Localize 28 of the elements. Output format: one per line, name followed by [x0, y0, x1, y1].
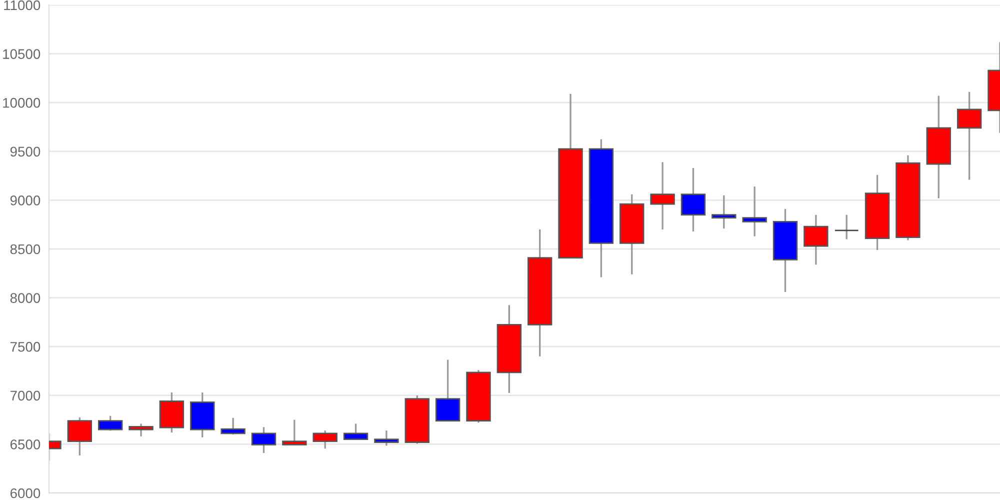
y-tick-label: 11000: [4, 0, 40, 10]
candlestick: [680, 167, 706, 232]
candlestick: [742, 186, 767, 238]
candlestick: [712, 194, 736, 230]
y-tick-label: 10000: [3, 98, 40, 108]
y-tick-label: 9500: [10, 146, 40, 157]
y-tick-label: 6000: [10, 488, 40, 498]
y-tick-label: 7000: [10, 390, 40, 401]
y-tick-label: 8000: [10, 293, 40, 303]
candlestick: [282, 418, 307, 446]
candlestick: [374, 430, 399, 446]
candlestick: [956, 91, 982, 181]
candlestick: [650, 161, 675, 230]
candlestick: [251, 426, 276, 454]
candlestick: [312, 430, 338, 450]
y-tick-label: 7500: [10, 342, 40, 352]
candlestick: [343, 422, 368, 440]
candlestick: [98, 415, 123, 432]
candlestick: [220, 417, 246, 436]
y-tick-label: 9000: [10, 196, 40, 206]
candlestick: [804, 214, 828, 266]
candlestick: [67, 416, 92, 456]
y-tick-label: 10500: [3, 49, 40, 59]
y-tick-label: 6500: [10, 440, 40, 450]
candlestick: [834, 214, 859, 240]
y-tick-label: 8500: [10, 244, 40, 254]
candlestick: [435, 358, 460, 422]
candlestick: [128, 422, 154, 438]
